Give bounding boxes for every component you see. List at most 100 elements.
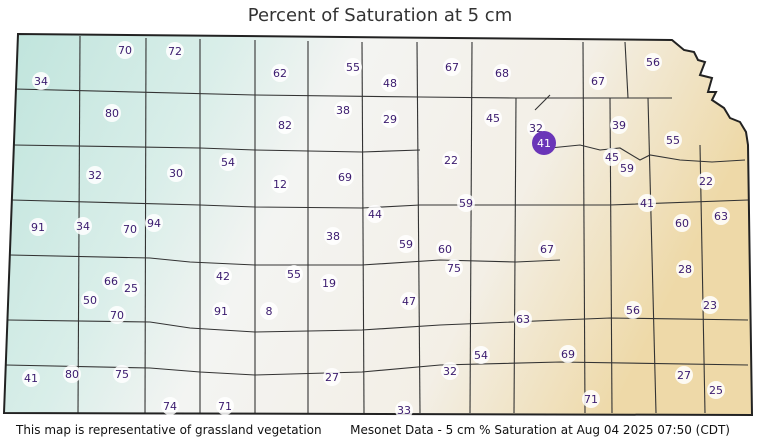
station-marker: 44 xyxy=(366,205,384,223)
station-marker: 32 xyxy=(441,362,459,380)
station-marker: 23 xyxy=(701,296,719,314)
station-value: 30 xyxy=(169,167,183,180)
station-value: 29 xyxy=(383,113,397,126)
station-dot xyxy=(32,72,50,90)
station-marker: 38 xyxy=(334,101,352,119)
station-value: 28 xyxy=(678,263,692,276)
station-dot xyxy=(320,274,338,292)
station-value: 63 xyxy=(714,210,728,223)
map-title: Percent of Saturation at 5 cm xyxy=(247,5,513,26)
station-value: 41 xyxy=(640,197,654,210)
station-marker: 32 xyxy=(86,166,104,184)
station-dot xyxy=(271,64,289,82)
station-marker: 68 xyxy=(493,64,511,82)
station-dot xyxy=(538,240,556,258)
station-value: 59 xyxy=(459,197,473,210)
station-value: 27 xyxy=(677,369,691,382)
station-dot xyxy=(122,279,140,297)
station-value: 33 xyxy=(397,404,411,417)
station-marker: 59 xyxy=(397,235,415,253)
station-marker: 19 xyxy=(320,274,338,292)
footer-source: Mesonet Data - 5 cm % Saturation at Aug … xyxy=(350,423,730,437)
station-dot xyxy=(381,110,399,128)
station-value: 12 xyxy=(273,178,287,191)
station-value: 25 xyxy=(124,282,138,295)
station-dot xyxy=(673,214,691,232)
station-value: 69 xyxy=(561,348,575,361)
station-dot xyxy=(116,41,134,59)
station-value: 55 xyxy=(666,134,680,147)
station-marker: 8 xyxy=(260,302,278,320)
station-value: 82 xyxy=(278,119,292,132)
station-dot xyxy=(381,74,399,92)
station-dot xyxy=(344,58,362,76)
station-value: 60 xyxy=(438,243,452,256)
station-dot xyxy=(81,291,99,309)
station-marker: 50 xyxy=(81,291,99,309)
station-marker: 22 xyxy=(442,151,460,169)
station-marker: 34 xyxy=(32,72,50,90)
station-value: 71 xyxy=(218,400,232,413)
station-value: 91 xyxy=(31,221,45,234)
station-dot xyxy=(676,260,694,278)
station-marker: 60 xyxy=(673,214,691,232)
station-dot xyxy=(334,101,352,119)
station-value: 19 xyxy=(322,277,336,290)
station-value: 54 xyxy=(474,349,488,362)
station-marker: 63 xyxy=(712,207,730,225)
station-marker: 80 xyxy=(63,365,81,383)
station-marker: 59 xyxy=(457,194,475,212)
station-dot xyxy=(484,109,502,127)
station-value: 74 xyxy=(163,400,177,413)
station-dot xyxy=(675,366,693,384)
station-marker: 34 xyxy=(74,217,92,235)
station-dot xyxy=(697,172,715,190)
station-value: 22 xyxy=(444,154,458,167)
station-dot xyxy=(701,296,719,314)
station-value: 44 xyxy=(368,208,382,221)
station-marker: 70 xyxy=(121,220,139,238)
station-value: 67 xyxy=(591,75,605,88)
station-marker: 72 xyxy=(166,42,184,60)
station-dot xyxy=(559,345,577,363)
station-dot xyxy=(443,58,461,76)
station-marker: 29 xyxy=(381,110,399,128)
station-marker: 25 xyxy=(122,279,140,297)
station-marker: 38 xyxy=(324,227,342,245)
station-dot xyxy=(366,205,384,223)
station-value: 34 xyxy=(76,220,90,233)
station-value: 8 xyxy=(266,305,273,318)
station-dot xyxy=(472,346,490,364)
station-marker: 91 xyxy=(29,218,47,236)
station-dot xyxy=(589,72,607,90)
station-value: 59 xyxy=(620,162,634,175)
station-dot xyxy=(395,401,413,419)
station-dot xyxy=(532,131,556,155)
station-value: 70 xyxy=(110,309,124,322)
station-dot xyxy=(442,151,460,169)
station-dot xyxy=(644,53,662,71)
station-dot xyxy=(212,302,230,320)
station-marker: 55 xyxy=(664,131,682,149)
station-dot xyxy=(624,301,642,319)
station-value: 23 xyxy=(703,299,717,312)
station-marker: 67 xyxy=(538,240,556,258)
station-marker: 41 xyxy=(532,131,556,155)
station-value: 69 xyxy=(338,171,352,184)
station-marker: 67 xyxy=(443,58,461,76)
station-dot xyxy=(145,214,163,232)
station-marker: 27 xyxy=(675,366,693,384)
station-marker: 69 xyxy=(559,345,577,363)
station-marker: 56 xyxy=(624,301,642,319)
station-marker: 74 xyxy=(161,397,179,415)
station-value: 50 xyxy=(83,294,97,307)
station-dot xyxy=(214,267,232,285)
station-value: 62 xyxy=(273,67,287,80)
station-marker: 59 xyxy=(618,159,636,177)
station-dot xyxy=(271,175,289,193)
station-value: 67 xyxy=(540,243,554,256)
station-value: 38 xyxy=(326,230,340,243)
station-value: 54 xyxy=(221,156,235,169)
station-marker: 28 xyxy=(676,260,694,278)
